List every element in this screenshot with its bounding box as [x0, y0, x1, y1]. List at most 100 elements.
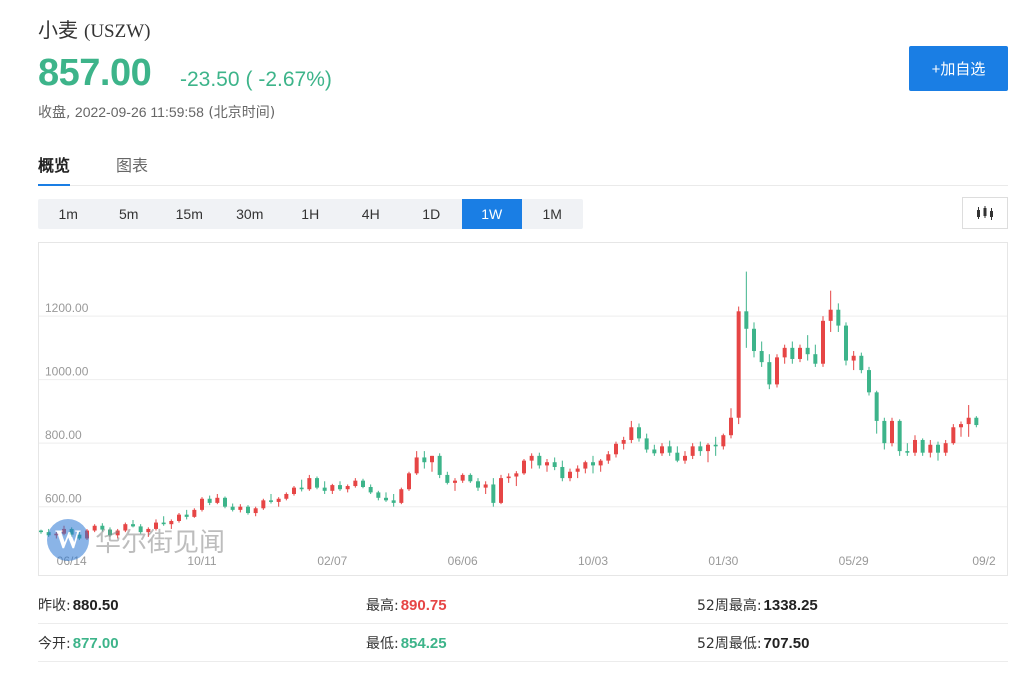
candle-body — [775, 357, 779, 385]
candle-body — [376, 492, 381, 498]
candle-body — [506, 476, 511, 479]
candle-body — [499, 478, 503, 503]
stats-row: 今开: 877.00 最低: 854.25 52周最低: 707.50 — [38, 624, 1008, 662]
candle-body — [399, 489, 404, 503]
candle-body — [468, 474, 473, 482]
status-label: 收盘, — [38, 105, 71, 121]
period-1d[interactable]: 1D — [422, 206, 441, 222]
x-tick-label: 02/07 — [317, 554, 347, 568]
candle-body — [974, 417, 979, 426]
candle-body — [606, 454, 611, 461]
candle-body — [913, 439, 917, 453]
watermark: W 华尔街见闻 — [47, 519, 225, 561]
candle-body — [345, 486, 350, 490]
candle-body — [330, 485, 335, 491]
candle-body — [744, 311, 749, 329]
candle-body — [92, 525, 97, 531]
stat-high: 最高: 890.75 — [366, 597, 447, 614]
change-percent: ( -2.67%) — [245, 68, 332, 91]
candle-body — [253, 508, 258, 514]
candle-body — [752, 328, 756, 352]
candle-body — [683, 455, 687, 461]
candle-body — [322, 487, 327, 491]
candle-body — [39, 530, 43, 533]
chart-type-button[interactable] — [962, 197, 1008, 229]
candle-body — [905, 451, 910, 453]
stat-52w-low: 52周最低: 707.50 — [697, 635, 810, 652]
period-1w[interactable]: 1W — [461, 199, 522, 229]
candle-body — [621, 439, 626, 444]
x-tick-label: 01/30 — [708, 554, 738, 568]
candle-body — [568, 471, 572, 479]
candle-body — [767, 362, 772, 385]
candle-body — [552, 462, 557, 467]
candle-body — [545, 462, 549, 466]
candle-body — [943, 443, 948, 453]
candle-body — [644, 438, 649, 450]
candle-body — [667, 446, 672, 453]
candle-body — [867, 370, 871, 393]
candle-body — [828, 309, 833, 321]
x-tick-label: 10/11 — [187, 554, 216, 568]
change-value: -23.50 — [180, 68, 240, 91]
candle-body — [897, 420, 902, 452]
candle-body — [928, 444, 933, 453]
candle-body — [936, 444, 940, 453]
stats-panel: 昨收: 880.50 最高: 890.75 52周最高: 1338.25 今开: 877… — [38, 586, 1008, 662]
candle-body — [299, 487, 304, 490]
stat-52w-high: 52周最高: 1338.25 — [697, 597, 818, 614]
candle-body — [483, 484, 488, 488]
candle-body — [430, 455, 434, 463]
candle-body — [637, 427, 641, 439]
candle-body — [713, 444, 718, 447]
x-tick-label: 06/06 — [448, 554, 478, 568]
candle-body — [407, 473, 411, 490]
candle-body — [284, 493, 289, 499]
candle-body — [583, 462, 588, 469]
timezone: (北京时间) — [208, 105, 276, 121]
candle-body — [813, 354, 818, 364]
candle-body — [951, 427, 956, 444]
y-tick-label: 600.00 — [45, 492, 82, 506]
candle-body — [575, 468, 580, 472]
tab-chart[interactable]: 图表 — [116, 156, 149, 175]
candle-body — [966, 417, 971, 425]
period-4h[interactable]: 4H — [361, 206, 380, 222]
candle-body — [882, 420, 887, 444]
candle-body — [591, 462, 595, 466]
candle-body — [192, 509, 197, 517]
period-15m[interactable]: 15m — [175, 206, 203, 222]
candle-body — [759, 351, 764, 363]
tab-overview[interactable]: 概览 — [38, 152, 71, 186]
candle-body — [384, 497, 388, 501]
stat-low: 最低: 854.25 — [366, 635, 447, 652]
candle-body — [675, 452, 680, 461]
candle-body — [177, 514, 181, 521]
candle-body — [146, 528, 151, 533]
instrument-symbol: (USZW) — [84, 21, 151, 42]
period-5m[interactable]: 5m — [119, 206, 139, 222]
period-1mo[interactable]: 1M — [542, 206, 562, 222]
candle-body — [368, 487, 373, 493]
candle-body — [821, 320, 825, 364]
candle-body — [246, 506, 250, 514]
price-chart[interactable]: 1200.00 1000.00 800.00 600.00 06/14 10/11 02/0… — [38, 242, 1008, 576]
candle-body — [859, 355, 864, 371]
candle-body — [391, 500, 396, 503]
candle-body — [560, 466, 565, 479]
candle-body — [476, 481, 480, 488]
period-1m[interactable]: 1m — [58, 206, 78, 222]
candle-body — [614, 443, 618, 455]
add-watchlist-button[interactable]: +加自选 — [909, 46, 1008, 91]
last-price: 857.00 — [38, 52, 152, 94]
period-30m[interactable]: 30m — [236, 206, 264, 222]
candle-body — [514, 473, 519, 477]
candle-body — [261, 500, 266, 509]
candle-body — [138, 526, 143, 533]
period-1h[interactable]: 1H — [301, 206, 320, 222]
candle-body — [230, 506, 235, 510]
candle-body — [361, 480, 365, 487]
candle-body — [269, 500, 273, 502]
candle-body — [844, 325, 848, 361]
